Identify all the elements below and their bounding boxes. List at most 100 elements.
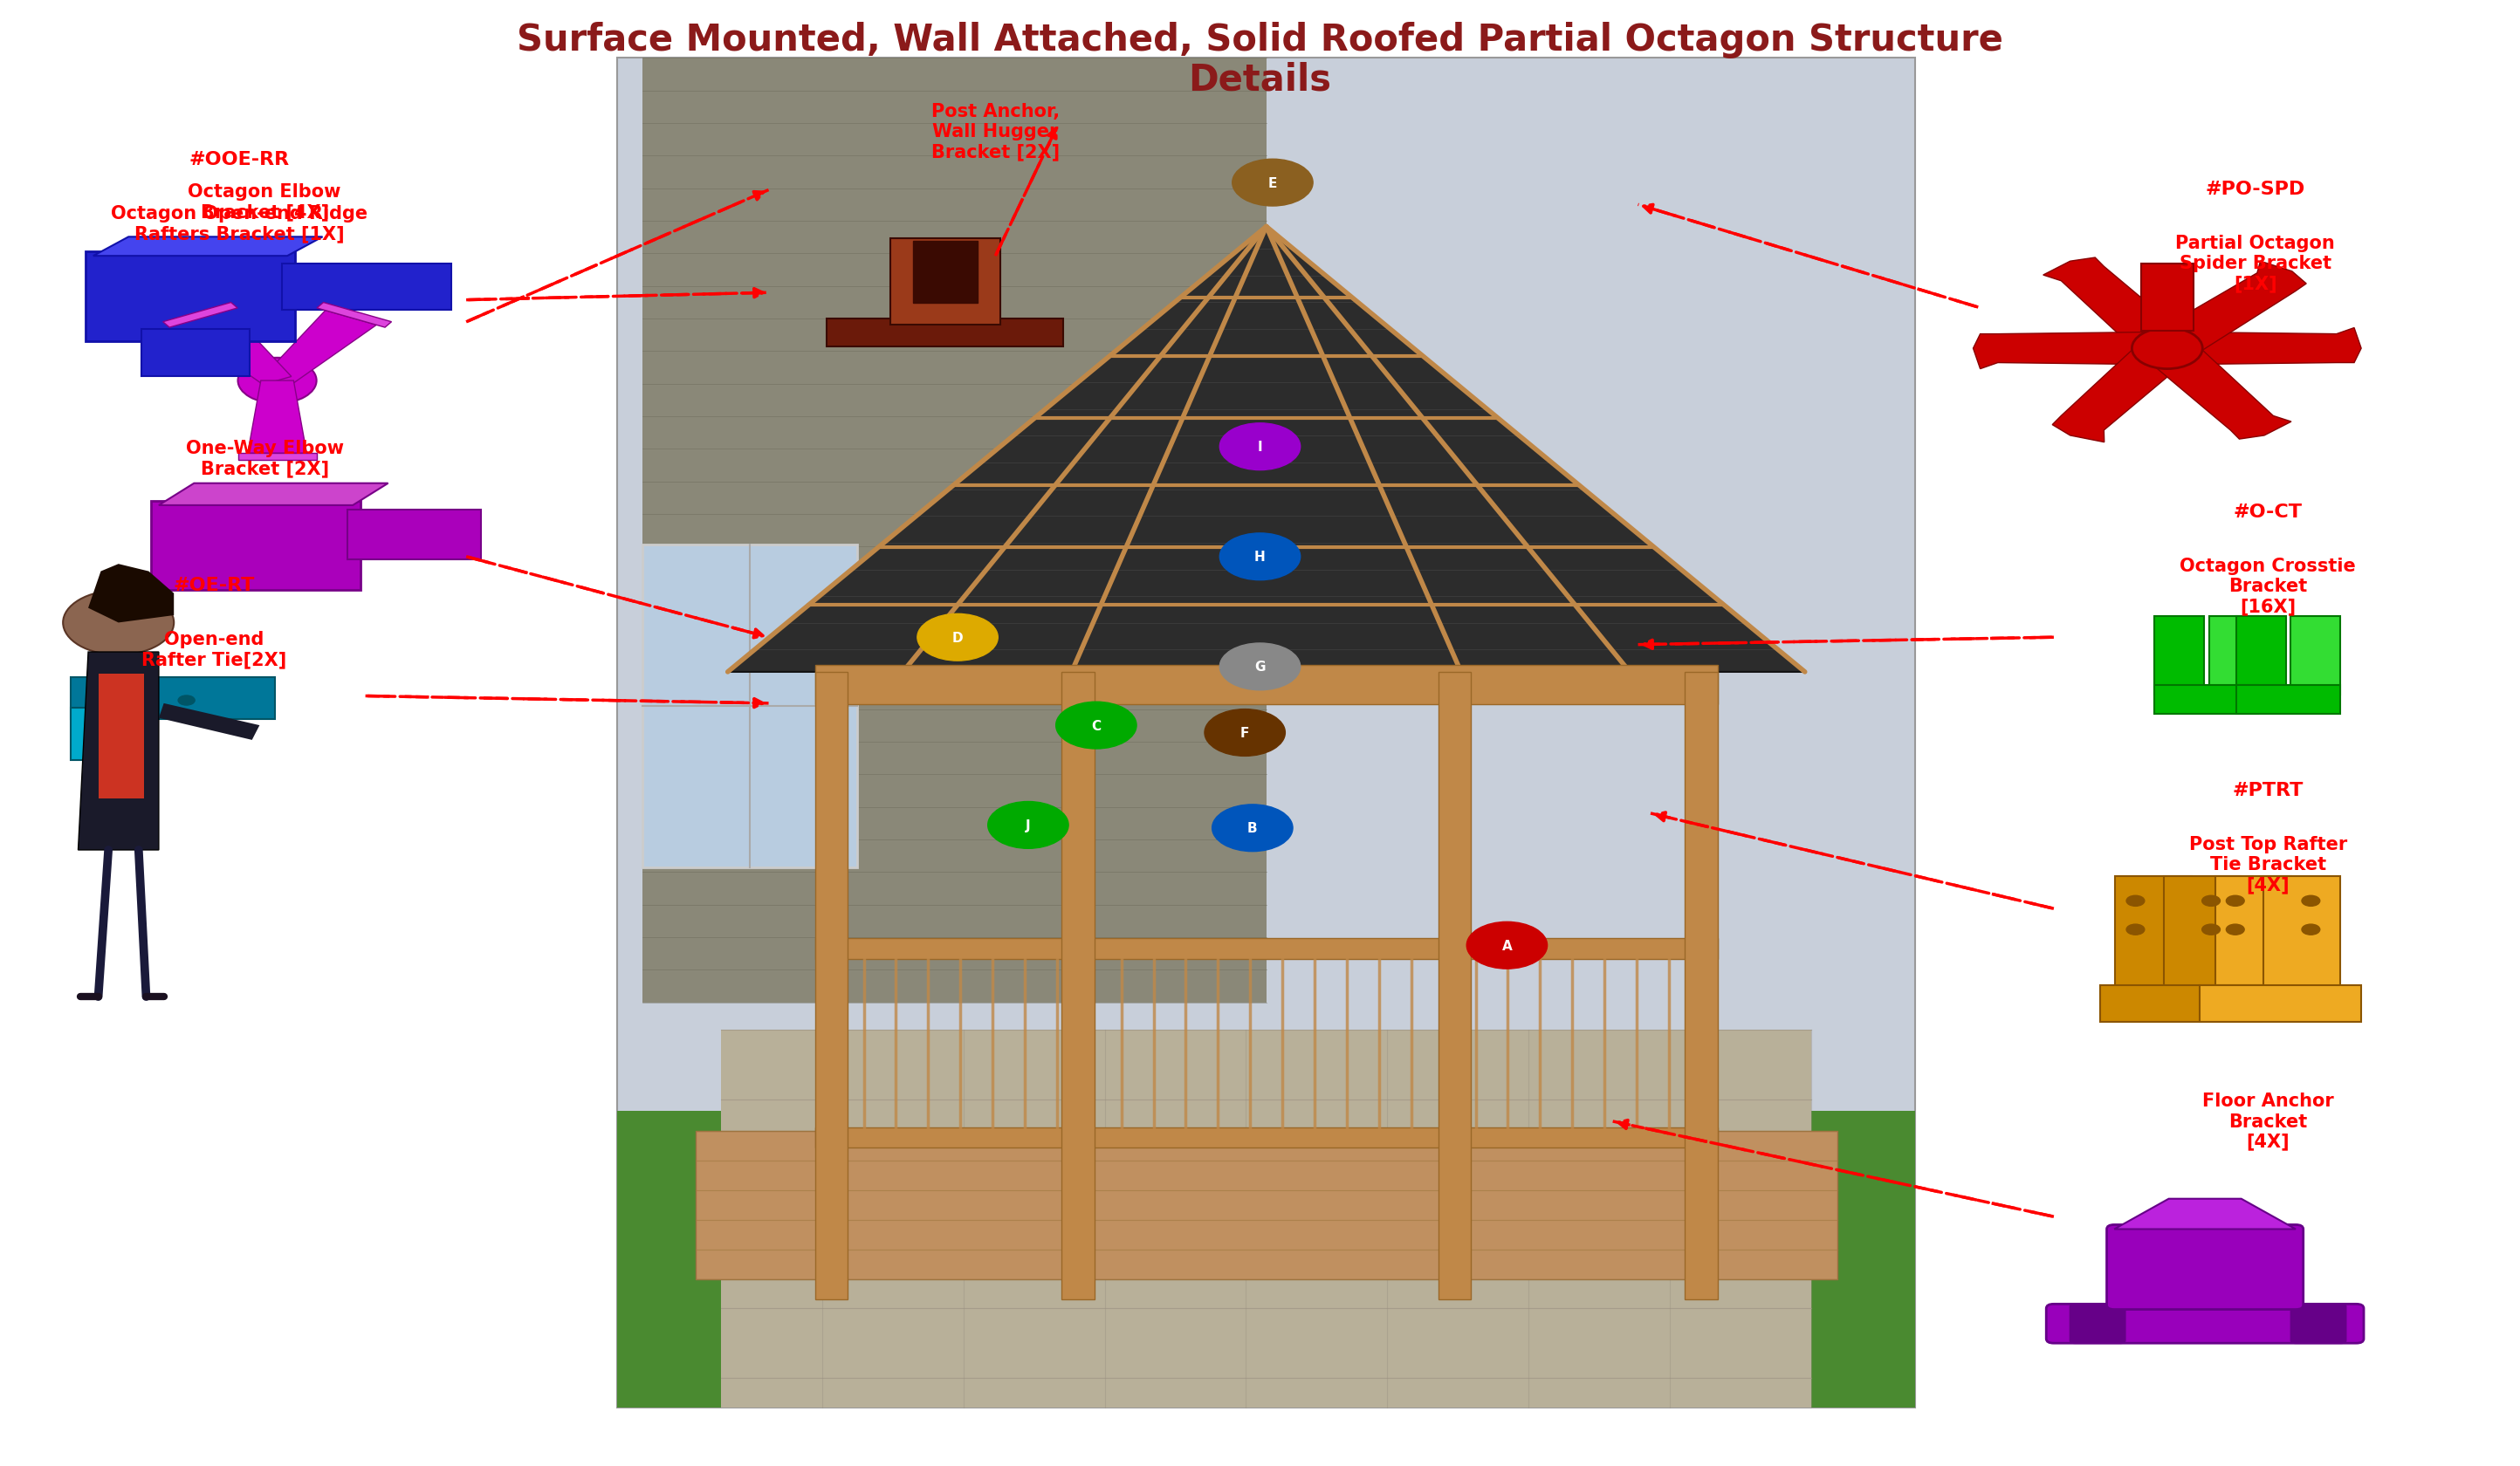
Circle shape bbox=[179, 696, 194, 705]
FancyBboxPatch shape bbox=[814, 673, 847, 1299]
Text: Octagon Open-end Ridge
Rafters Bracket [1X]: Octagon Open-end Ridge Rafters Bracket [… bbox=[111, 205, 368, 243]
FancyBboxPatch shape bbox=[71, 708, 141, 761]
Text: H: H bbox=[1255, 551, 1265, 563]
Circle shape bbox=[1220, 534, 1300, 581]
Text: E: E bbox=[1268, 177, 1278, 189]
FancyBboxPatch shape bbox=[696, 1130, 1837, 1280]
FancyBboxPatch shape bbox=[2155, 617, 2205, 695]
Text: Details: Details bbox=[1189, 62, 1331, 98]
Text: D: D bbox=[953, 632, 963, 644]
Polygon shape bbox=[98, 674, 144, 799]
FancyBboxPatch shape bbox=[2142, 264, 2192, 331]
Polygon shape bbox=[237, 454, 318, 460]
Text: C: C bbox=[1091, 720, 1101, 732]
Text: #PO-SPD: #PO-SPD bbox=[2205, 180, 2306, 198]
Circle shape bbox=[1467, 922, 1547, 969]
FancyBboxPatch shape bbox=[814, 938, 1719, 959]
Circle shape bbox=[2301, 925, 2321, 935]
FancyBboxPatch shape bbox=[827, 320, 1063, 347]
Circle shape bbox=[237, 358, 318, 405]
Text: #O-CT: #O-CT bbox=[2233, 503, 2303, 520]
FancyBboxPatch shape bbox=[2155, 685, 2258, 714]
Circle shape bbox=[2202, 896, 2220, 906]
Polygon shape bbox=[78, 652, 159, 850]
Text: I: I bbox=[1257, 441, 1263, 453]
FancyBboxPatch shape bbox=[814, 666, 1719, 705]
Text: Open-end
Rafter Tie[2X]: Open-end Rafter Tie[2X] bbox=[141, 630, 287, 668]
Circle shape bbox=[63, 591, 174, 655]
FancyBboxPatch shape bbox=[2210, 617, 2258, 695]
Circle shape bbox=[2127, 896, 2145, 906]
FancyBboxPatch shape bbox=[151, 501, 360, 591]
Polygon shape bbox=[728, 227, 1804, 673]
Circle shape bbox=[136, 696, 154, 705]
Polygon shape bbox=[88, 564, 174, 623]
Circle shape bbox=[1232, 160, 1313, 207]
Text: #PTRT: #PTRT bbox=[2233, 781, 2303, 799]
FancyBboxPatch shape bbox=[2099, 987, 2260, 1022]
Text: Post Top Rafter
Tie Bracket
[4X]: Post Top Rafter Tie Bracket [4X] bbox=[2190, 836, 2346, 894]
FancyBboxPatch shape bbox=[2235, 685, 2341, 714]
Circle shape bbox=[988, 802, 1068, 849]
FancyBboxPatch shape bbox=[282, 264, 451, 311]
FancyBboxPatch shape bbox=[912, 242, 978, 303]
Polygon shape bbox=[164, 303, 237, 328]
FancyBboxPatch shape bbox=[71, 677, 275, 718]
FancyBboxPatch shape bbox=[2235, 617, 2286, 695]
Text: #OOE-RR: #OOE-RR bbox=[189, 151, 290, 169]
Circle shape bbox=[1212, 805, 1293, 852]
FancyBboxPatch shape bbox=[643, 59, 1265, 1003]
FancyBboxPatch shape bbox=[86, 252, 295, 342]
Polygon shape bbox=[1973, 333, 2167, 369]
Text: Surface Mounted, Wall Attached, Solid Roofed Partial Octagon Structure: Surface Mounted, Wall Attached, Solid Ro… bbox=[517, 22, 2003, 59]
FancyBboxPatch shape bbox=[617, 1111, 1915, 1407]
Text: One-Way Elbow
Bracket [2X]: One-Way Elbow Bracket [2X] bbox=[186, 440, 343, 478]
Circle shape bbox=[2225, 925, 2245, 935]
Circle shape bbox=[1205, 710, 1285, 756]
Polygon shape bbox=[2051, 340, 2192, 443]
Text: A: A bbox=[1502, 940, 1512, 951]
Circle shape bbox=[98, 721, 113, 732]
Polygon shape bbox=[2145, 262, 2306, 359]
FancyBboxPatch shape bbox=[2215, 877, 2291, 1000]
FancyBboxPatch shape bbox=[1439, 673, 1472, 1299]
FancyBboxPatch shape bbox=[617, 59, 1915, 1407]
Text: F: F bbox=[1240, 727, 1250, 739]
Text: G: G bbox=[1255, 661, 1265, 673]
FancyBboxPatch shape bbox=[141, 330, 249, 377]
FancyBboxPatch shape bbox=[2046, 1305, 2364, 1343]
Circle shape bbox=[1220, 424, 1300, 471]
Polygon shape bbox=[159, 704, 260, 740]
Text: J: J bbox=[1026, 819, 1031, 831]
Polygon shape bbox=[2114, 1199, 2296, 1229]
FancyBboxPatch shape bbox=[1686, 673, 1719, 1299]
Polygon shape bbox=[318, 303, 391, 328]
FancyBboxPatch shape bbox=[2291, 617, 2341, 695]
Polygon shape bbox=[159, 484, 388, 506]
Polygon shape bbox=[2167, 328, 2361, 365]
Polygon shape bbox=[93, 237, 323, 257]
FancyBboxPatch shape bbox=[2200, 987, 2361, 1022]
Circle shape bbox=[2132, 328, 2202, 369]
Text: Octagon Elbow
Bracket [4X]: Octagon Elbow Bracket [4X] bbox=[189, 183, 340, 221]
Text: Post Anchor,
Wall Hugger
Bracket [2X]: Post Anchor, Wall Hugger Bracket [2X] bbox=[932, 103, 1058, 161]
FancyBboxPatch shape bbox=[348, 510, 481, 560]
FancyBboxPatch shape bbox=[2114, 877, 2192, 1000]
FancyBboxPatch shape bbox=[2291, 1303, 2346, 1343]
Circle shape bbox=[2225, 896, 2245, 906]
FancyBboxPatch shape bbox=[1061, 673, 1094, 1299]
Text: #OE-RT: #OE-RT bbox=[174, 576, 255, 594]
FancyBboxPatch shape bbox=[890, 239, 1000, 325]
Polygon shape bbox=[2142, 340, 2291, 440]
Circle shape bbox=[2202, 925, 2220, 935]
Polygon shape bbox=[262, 311, 375, 386]
Circle shape bbox=[98, 737, 113, 746]
FancyBboxPatch shape bbox=[2165, 877, 2240, 1000]
FancyBboxPatch shape bbox=[2263, 877, 2341, 1000]
Polygon shape bbox=[2044, 258, 2192, 358]
Text: B: B bbox=[1247, 822, 1257, 834]
FancyBboxPatch shape bbox=[814, 1127, 1719, 1148]
FancyBboxPatch shape bbox=[643, 545, 857, 868]
FancyBboxPatch shape bbox=[721, 1029, 1812, 1407]
Text: Floor Anchor
Bracket
[4X]: Floor Anchor Bracket [4X] bbox=[2202, 1092, 2334, 1151]
